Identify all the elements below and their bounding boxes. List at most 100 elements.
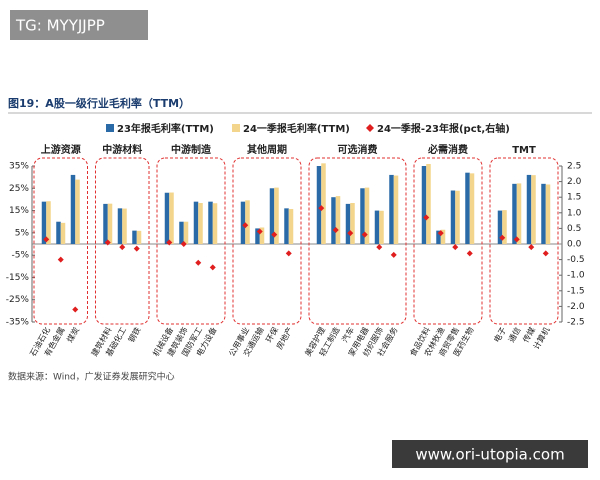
- bar: [56, 221, 61, 244]
- bar: [335, 196, 341, 244]
- bar: [389, 174, 394, 244]
- bar: [41, 201, 47, 244]
- diff-marker: [242, 222, 249, 229]
- bar: [212, 203, 218, 244]
- diff-marker: [452, 244, 459, 251]
- diff-marker: [133, 245, 140, 252]
- watermark-box: [10, 10, 148, 40]
- bar: [284, 208, 289, 244]
- bar: [240, 201, 246, 244]
- diff-marker: [119, 244, 126, 251]
- bar: [288, 209, 294, 244]
- diff-marker: [104, 239, 111, 246]
- group-box: [232, 157, 302, 325]
- bar: [360, 188, 365, 244]
- legend-marker: [232, 124, 240, 132]
- bar: [379, 210, 384, 244]
- diff-marker: [285, 250, 292, 257]
- bar: [455, 190, 460, 244]
- y-tick-label: 35%: [9, 162, 29, 172]
- bar: [469, 173, 475, 244]
- bar: [198, 202, 203, 244]
- y2-tick-label: 1.0: [567, 208, 582, 218]
- bar: [450, 190, 456, 244]
- bar: [136, 230, 142, 244]
- legend-label: 24一季报-23年报(pct,右轴): [377, 122, 510, 135]
- y2-tick-label: -0.5: [567, 255, 585, 265]
- bar: [107, 203, 113, 244]
- diff-marker: [376, 244, 383, 251]
- group-box: [413, 157, 483, 325]
- bar: [364, 187, 370, 244]
- bar: [426, 163, 431, 244]
- bar: [374, 210, 380, 244]
- bar: [316, 166, 322, 244]
- bar: [269, 188, 275, 244]
- bar: [516, 183, 522, 244]
- y-tick-label: -5%: [11, 251, 29, 261]
- diff-marker: [499, 234, 506, 241]
- bar: [321, 163, 326, 244]
- y-tick-label: -35%: [6, 318, 30, 328]
- diff-marker: [332, 226, 339, 233]
- bar: [70, 174, 76, 244]
- diff-marker: [347, 230, 354, 237]
- group-label: 可选消费: [338, 143, 378, 156]
- bar: [183, 221, 189, 244]
- bar: [350, 202, 355, 244]
- y2-tick-label: 2.0: [567, 177, 582, 187]
- diff-marker: [180, 241, 187, 247]
- y-tick-label: 25%: [9, 184, 29, 194]
- legend-marker: [366, 124, 374, 132]
- group-label: 其他周期: [247, 143, 287, 156]
- diff-marker: [166, 239, 173, 246]
- bar: [541, 183, 546, 244]
- diff-marker: [72, 306, 79, 313]
- bar: [103, 203, 108, 244]
- bar: [545, 184, 551, 244]
- bar: [465, 172, 470, 244]
- legend-marker: [106, 124, 114, 132]
- bar: [512, 183, 517, 244]
- y2-tick-label: 0.5: [567, 224, 581, 234]
- diff-marker: [43, 236, 50, 243]
- group-label: 必需消费: [427, 143, 468, 156]
- legend-label: 24一季报毛利率(TTM): [243, 122, 350, 135]
- bar: [345, 203, 351, 244]
- y2-tick-label: 0.0: [567, 240, 582, 250]
- legend-label: 23年报毛利率(TTM): [117, 122, 214, 135]
- bar: [46, 201, 51, 244]
- y-tick-label: -25%: [6, 295, 30, 305]
- bar: [497, 210, 503, 244]
- bar: [179, 221, 184, 244]
- bar: [117, 208, 123, 244]
- bar: [440, 229, 446, 244]
- bar: [122, 208, 127, 244]
- bar: [436, 230, 441, 244]
- bar: [531, 175, 536, 244]
- group-box: [308, 157, 407, 325]
- diff-marker: [318, 205, 325, 212]
- chart-title: 图19：A股一级行业毛利率（TTM）: [8, 96, 190, 110]
- y2-tick-label: 1.5: [567, 193, 581, 203]
- bar: [208, 201, 213, 244]
- bar: [421, 166, 427, 244]
- bar: [193, 201, 199, 244]
- bar: [169, 192, 174, 244]
- bar: [132, 230, 137, 244]
- bar: [331, 197, 336, 244]
- bar: [75, 179, 80, 244]
- bar: [164, 192, 170, 244]
- y2-tick-label: -2.5: [567, 318, 585, 328]
- group-box: [156, 157, 226, 325]
- group-box: [95, 157, 150, 325]
- group-box: [33, 157, 88, 325]
- bar: [255, 228, 260, 244]
- y2-tick-label: -2.0: [567, 302, 585, 312]
- diff-marker: [542, 250, 549, 257]
- group-label: TMT: [512, 145, 536, 156]
- diff-marker: [513, 236, 520, 243]
- diff-marker: [423, 214, 430, 221]
